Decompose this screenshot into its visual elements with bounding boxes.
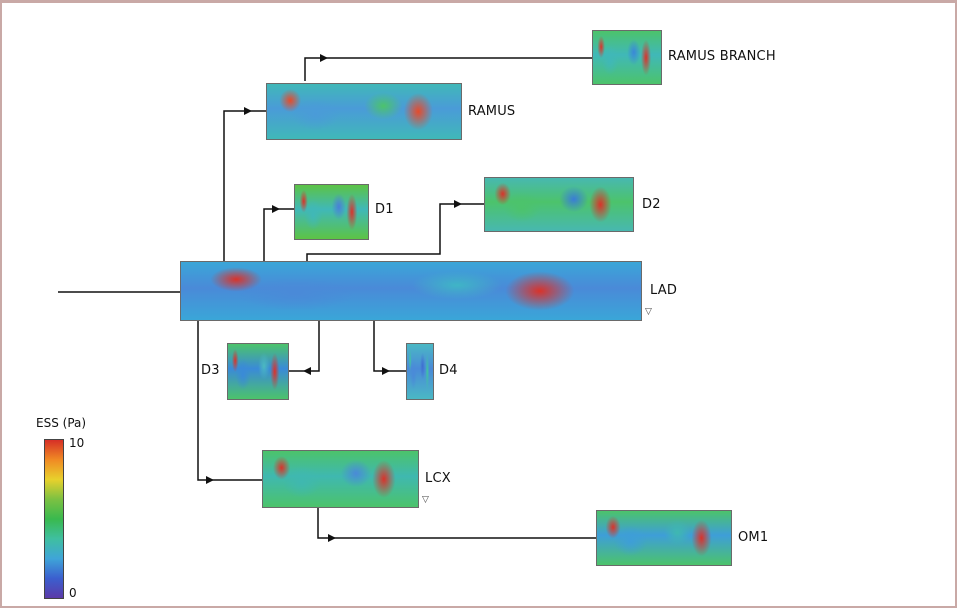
arrow-om1: [328, 534, 336, 542]
vessel-tree-connectors: [58, 54, 596, 542]
segment-d2-label: D2: [642, 197, 661, 212]
segment-d1-label: D1: [375, 202, 394, 217]
colorbar-max-label: 10: [69, 436, 85, 450]
segment-om1-map: [596, 510, 732, 566]
segment-ramus-label: RAMUS: [468, 104, 516, 119]
segment-lcx-map: [262, 450, 419, 508]
segment-d1-map: [294, 184, 369, 240]
segment-lad-label: LAD: [650, 283, 678, 298]
segment-d3-label: D3: [201, 363, 220, 378]
segment-lad-map: [180, 261, 642, 321]
colorbar: [44, 439, 64, 599]
colorbar-title: ESS (Pa): [36, 416, 87, 430]
arrow-lcx: [206, 476, 214, 484]
lad-end-marker: ▽: [645, 307, 652, 317]
segment-d4-map: [406, 343, 434, 400]
segment-d2-map: [484, 177, 634, 232]
lcx-end-marker: ▽: [422, 495, 429, 505]
segment-ramus-branch-label: RAMUS BRANCH: [668, 49, 776, 64]
arrow-d3: [303, 367, 311, 375]
arrow-ramus-branch: [320, 54, 328, 62]
arrow-d2: [454, 200, 462, 208]
segment-om1-label: OM1: [738, 530, 769, 545]
segment-lcx-label: LCX: [425, 471, 451, 486]
segment-d3-map: [227, 343, 289, 400]
segment-d4-label: D4: [439, 363, 458, 378]
colorbar-min-label: 0: [69, 586, 77, 600]
arrow-d1: [272, 205, 280, 213]
arrow-ramus: [244, 107, 252, 115]
segment-ramus-branch-map: [592, 30, 662, 85]
segment-ramus-map: [266, 83, 462, 140]
arrow-d4: [382, 367, 390, 375]
